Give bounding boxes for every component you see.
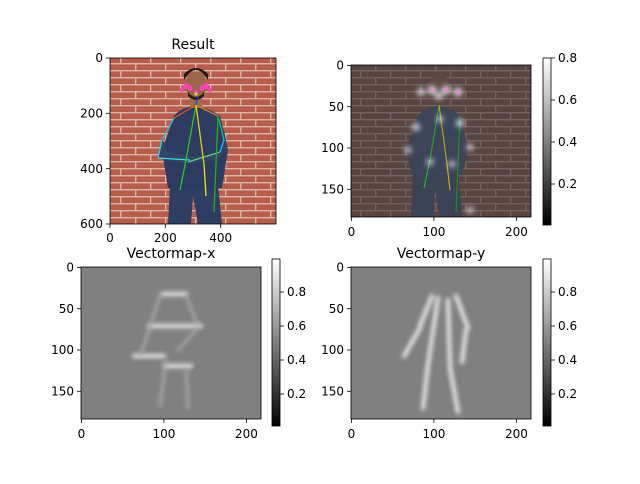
vectormap-y-ytick-label: 0 [336, 261, 344, 275]
result-image [110, 58, 276, 224]
vectormap-y-x-ticks: 0 100 200 [348, 419, 528, 441]
vectormap-x-image [81, 267, 261, 419]
vectormap-y-ytick-label: 100 [321, 343, 344, 357]
colorbar-tick-label: 0.2 [558, 177, 577, 191]
heatmap-xtick-label: 200 [505, 225, 528, 239]
heatmap-xtick-label: 100 [422, 225, 445, 239]
result-x-ticks: 0 200 400 [106, 224, 232, 245]
result-ytick-label: 200 [80, 107, 103, 121]
vectormap-y-xtick-label: 100 [422, 427, 445, 441]
vectormap-x-xtick-label: 200 [235, 427, 258, 441]
colorbar-tick-label: 0.2 [287, 387, 306, 401]
result-title: Result [171, 37, 215, 53]
heatmap-x-ticks: 0 100 200 [348, 217, 528, 239]
result-frame [109, 57, 277, 225]
vectormap-y-ytick-label: 150 [321, 385, 344, 399]
result-xtick-label: 200 [154, 231, 177, 245]
vectormap-x-ytick-label: 0 [66, 261, 74, 275]
colorbar-tick-label: 0.2 [558, 387, 577, 401]
result-xtick-label: 400 [209, 231, 232, 245]
vectormap-y-frame [350, 266, 532, 420]
vectormap-y-panel: Vectormap-y 0 50 1 [321, 246, 577, 441]
colorbar-tick-label: 0.6 [287, 319, 306, 333]
vectormap-x-panel: Vectormap-x 0 5 [51, 246, 306, 441]
heatmap-y-ticks: 0 50 100 150 [321, 59, 351, 197]
heatmap-colorbar: 0.8 0.6 0.4 0.2 [542, 51, 577, 226]
colorbar-tick-label: 0.6 [558, 93, 577, 107]
colorbar-tick-label: 0.8 [558, 51, 577, 65]
heatmap-image [351, 65, 531, 217]
heatmap-xtick-label: 0 [348, 225, 356, 239]
vectormap-x-colorbar: 0.8 0.6 0.4 0.2 [271, 258, 306, 427]
heatmap-ytick-label: 100 [321, 141, 344, 155]
vectormap-x-ytick-label: 150 [51, 385, 74, 399]
result-y-ticks: 0 200 400 600 [80, 51, 110, 231]
vectormap-x-frame [80, 266, 262, 420]
vectormap-y-y-ticks: 0 50 100 150 [321, 261, 351, 399]
vectormap-x-title: Vectormap-x [127, 246, 216, 262]
result-panel: Result [80, 37, 277, 245]
heatmap-frame [350, 64, 532, 218]
vectormap-x-ytick-label: 100 [51, 343, 74, 357]
result-xtick-label: 0 [106, 231, 114, 245]
heatmap-ytick-label: 50 [329, 100, 344, 114]
vectormap-y-xtick-label: 0 [348, 427, 356, 441]
result-ytick-label: 400 [80, 162, 103, 176]
vectormap-x-x-ticks: 0 100 200 [78, 419, 258, 441]
colorbar-tick-label: 0.6 [558, 319, 577, 333]
vectormap-y-title: Vectormap-y [397, 246, 486, 262]
colorbar-tick-label: 0.8 [287, 285, 306, 299]
vectormap-x-xtick-label: 0 [78, 427, 86, 441]
colorbar-tick-label: 0.4 [558, 135, 577, 149]
heatmap-ytick-label: 150 [321, 183, 344, 197]
result-ytick-label: 600 [80, 217, 103, 231]
vectormap-y-ytick-label: 50 [329, 302, 344, 316]
heatmap-panel: 0 50 100 150 0 100 200 0.8 0.6 0.4 0.2 [321, 51, 577, 239]
vectormap-y-image [351, 267, 531, 419]
colorbar-tick-label: 0.4 [558, 353, 577, 367]
heatmap-ytick-label: 0 [336, 59, 344, 73]
colorbar-tick-label: 0.8 [558, 285, 577, 299]
colorbar-tick-label: 0.4 [287, 353, 306, 367]
result-ytick-label: 0 [95, 51, 103, 65]
vectormap-x-y-ticks: 0 50 100 150 [51, 261, 81, 399]
vectormap-x-ytick-label: 50 [59, 302, 74, 316]
vectormap-x-xtick-label: 100 [152, 427, 175, 441]
vectormap-y-colorbar: 0.8 0.6 0.4 0.2 [542, 258, 577, 427]
vectormap-y-xtick-label: 200 [505, 427, 528, 441]
